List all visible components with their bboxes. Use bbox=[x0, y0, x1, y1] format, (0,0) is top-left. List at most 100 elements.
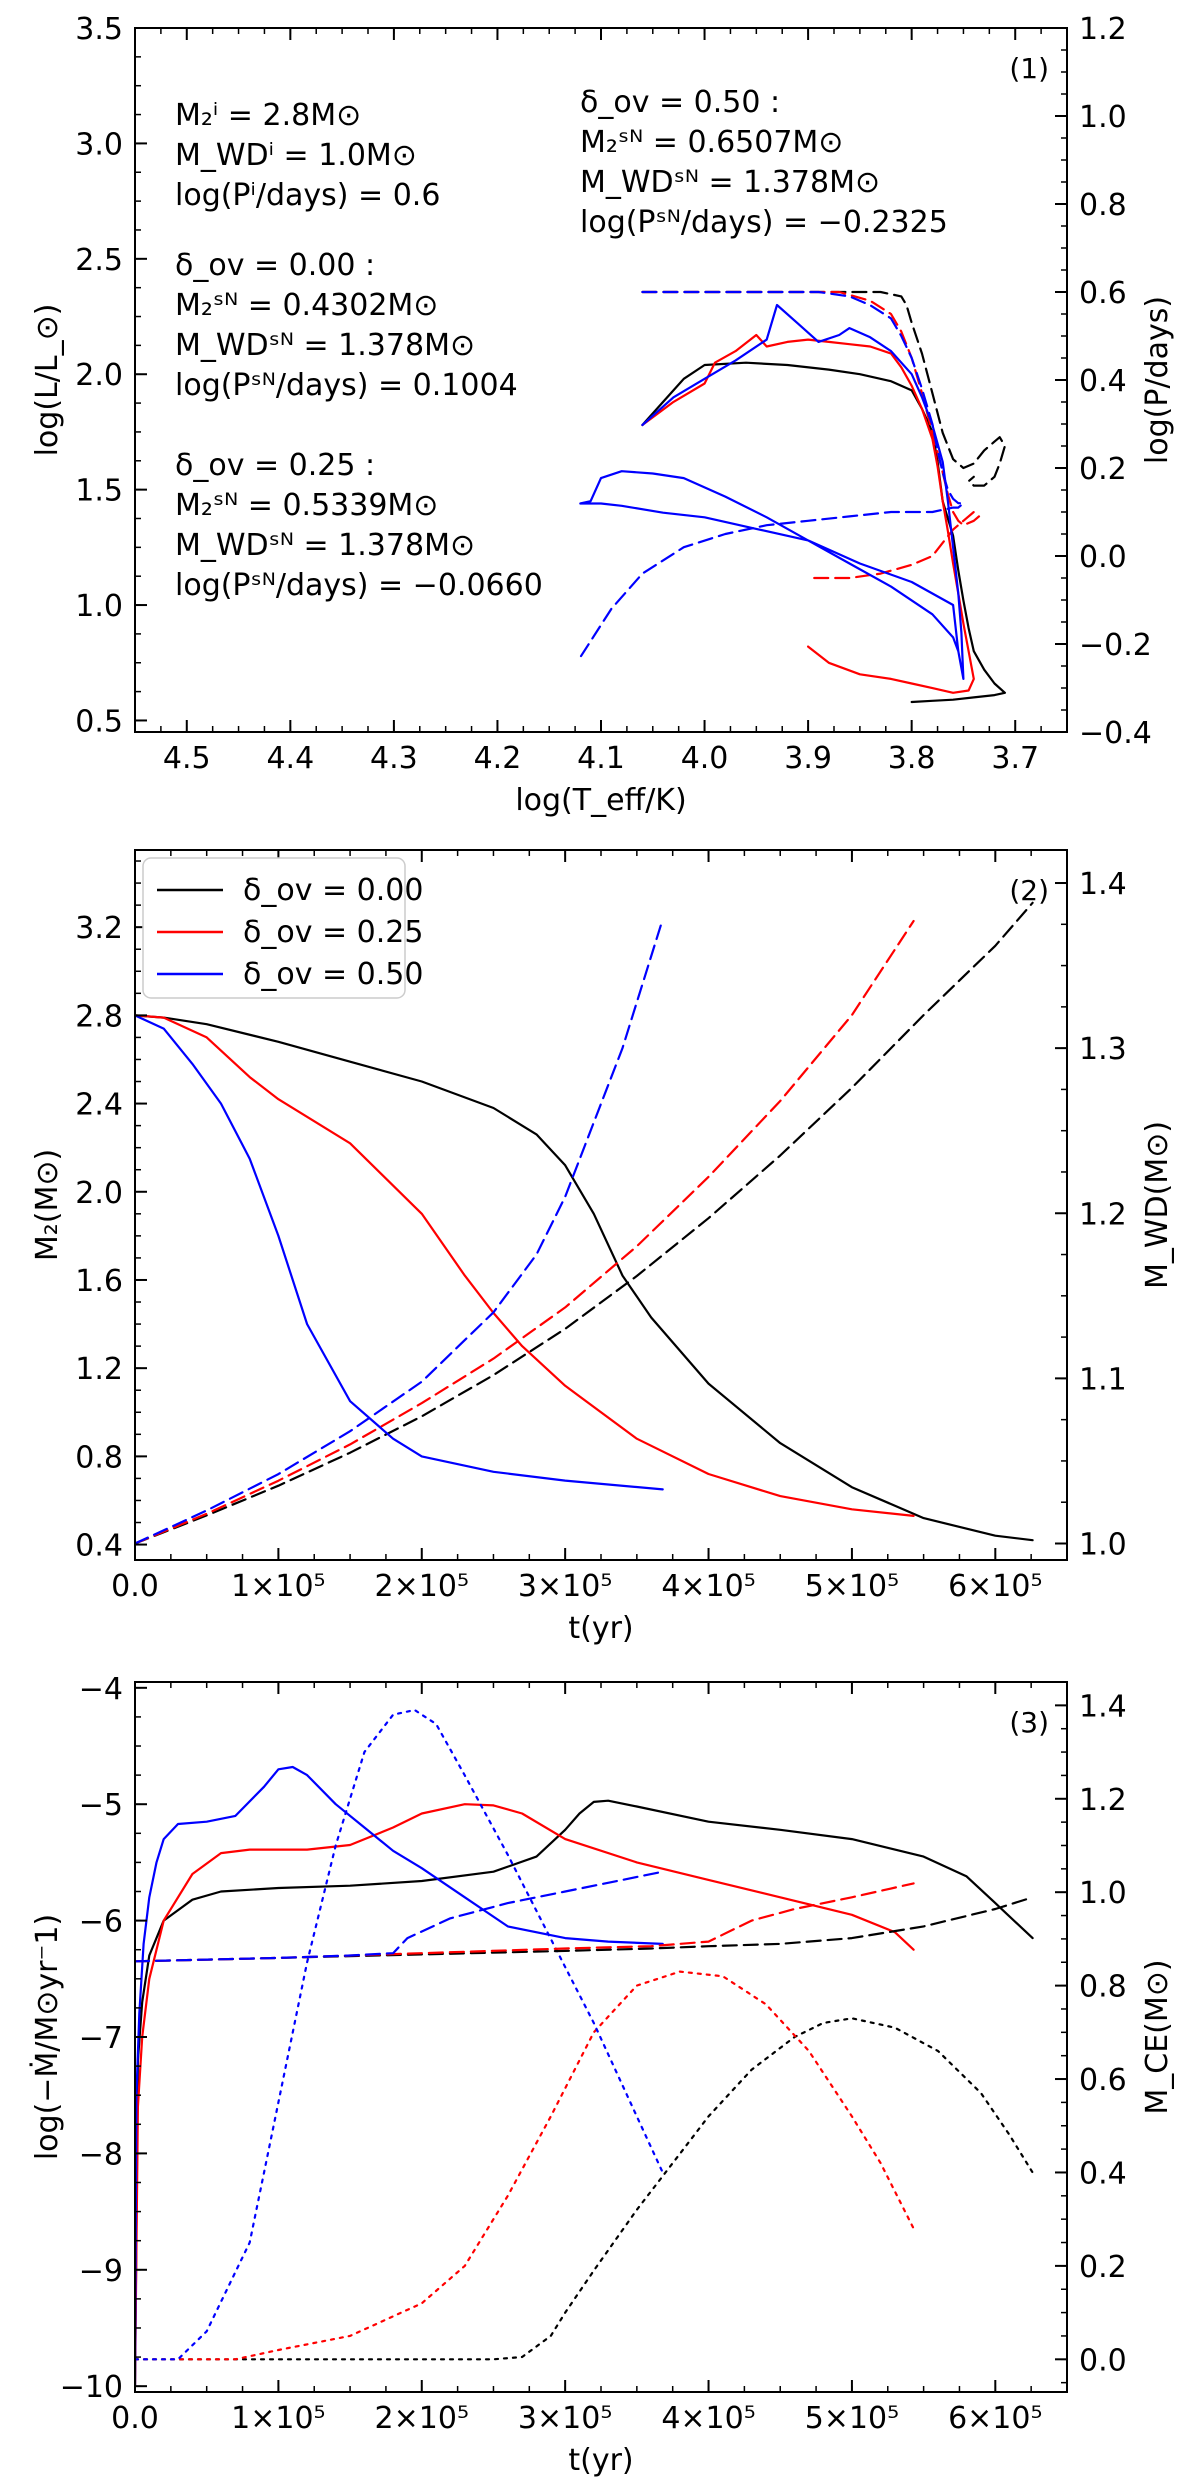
y2-tick-label: 1.0 bbox=[1079, 1527, 1127, 1562]
y2-tick-label: 0.0 bbox=[1079, 540, 1127, 575]
y2-tick-label: 1.0 bbox=[1079, 1876, 1127, 1911]
y-tick-label: 1.2 bbox=[75, 1352, 123, 1387]
y2-tick-label: 0.2 bbox=[1079, 452, 1127, 487]
annotation-ov050: δ_ov = 0.50 : bbox=[580, 85, 780, 120]
y2-tick-label: 1.4 bbox=[1079, 1689, 1127, 1724]
x-tick-label: 4×10⁵ bbox=[661, 1569, 755, 1604]
panel2: 0.0 1×10⁵ 2×10⁵ 3×10⁵ 4×10⁵ 5×10⁵ 6×10⁵ 0.4 0.8 1… bbox=[30, 849, 1175, 1646]
y2-tick-label: 0.6 bbox=[1079, 2063, 1127, 2098]
y-tick-label: 1.5 bbox=[75, 474, 123, 509]
y2-tick-label: 0.8 bbox=[1079, 1970, 1127, 2005]
x-tick-label: 2×10⁵ bbox=[375, 2401, 469, 2436]
annotations: M₂ⁱ = 2.8M⊙ M_WDⁱ = 1.0M⊙ log(Pⁱ/days) = 0… bbox=[175, 85, 948, 603]
y2-tick-label: −0.4 bbox=[1079, 716, 1152, 751]
x-tick-label: 1×10⁵ bbox=[231, 2401, 325, 2436]
x-tick-label: 5×10⁵ bbox=[805, 2401, 899, 2436]
y2-tick-label: 1.2 bbox=[1079, 1197, 1127, 1232]
y2-tick-label: 1.0 bbox=[1079, 100, 1127, 135]
series-line-3 bbox=[135, 919, 915, 1545]
x-tick-label: 2×10⁵ bbox=[375, 1569, 469, 1604]
panel3: 0.0 1×10⁵ 2×10⁵ 3×10⁵ 4×10⁵ 5×10⁵ 6×10⁵ −10 −9 −8… bbox=[29, 1672, 1175, 2478]
x-axis-label: log(T_eff/K) bbox=[515, 783, 686, 818]
series-line-5 bbox=[135, 1708, 664, 2361]
y2-tick-label: 1.2 bbox=[1079, 12, 1127, 47]
panel-label: (3) bbox=[1009, 1706, 1049, 1739]
y2-tick-label: 0.4 bbox=[1079, 2156, 1127, 2191]
annotation-ov000: M_WDˢᴺ = 1.378M⊙ bbox=[175, 328, 475, 363]
annotation-ov000: M₂ˢᴺ = 0.4302M⊙ bbox=[175, 288, 438, 323]
y2-tick-label: 0.0 bbox=[1079, 2343, 1127, 2378]
y-tick-label: 2.0 bbox=[75, 358, 123, 393]
y-tick-label: −8 bbox=[79, 2137, 123, 2172]
y-tick-label: 3.2 bbox=[75, 911, 123, 946]
x-tick-label: 4.1 bbox=[577, 741, 625, 776]
annotation-ov025: log(Pˢᴺ/days) = −0.0660 bbox=[175, 568, 543, 603]
y2-axis-label: log(P/days) bbox=[1140, 296, 1175, 464]
series-line-3 bbox=[641, 290, 981, 580]
x-tick-label: 3.9 bbox=[784, 741, 832, 776]
series-line-0 bbox=[135, 1014, 1034, 1542]
annotation-ov050: log(Pˢᴺ/days) = −0.2325 bbox=[580, 205, 948, 240]
x-tick-label: 4.3 bbox=[370, 741, 418, 776]
panel-label: (2) bbox=[1009, 874, 1049, 907]
panel-label: (1) bbox=[1009, 52, 1049, 85]
series-line-4 bbox=[135, 1765, 664, 2388]
series-line-2 bbox=[135, 1014, 915, 1517]
y-tick-label: −5 bbox=[79, 1788, 123, 1823]
y-tick-label: 2.8 bbox=[75, 999, 123, 1034]
series-line-7 bbox=[135, 1882, 915, 1963]
annotation-ov050: M_WDˢᴺ = 1.378M⊙ bbox=[580, 165, 880, 200]
x-tick-label: 4.4 bbox=[266, 741, 314, 776]
series-line-2 bbox=[135, 1803, 915, 2388]
x-tick-label: 3.7 bbox=[991, 741, 1039, 776]
series-line-1 bbox=[135, 2017, 1034, 2361]
annotation-initial: log(Pⁱ/days) = 0.6 bbox=[175, 178, 440, 213]
x-tick-label: 6×10⁵ bbox=[948, 1569, 1042, 1604]
x-tick-label: 5×10⁵ bbox=[805, 1569, 899, 1604]
y2-tick-label: 1.1 bbox=[1079, 1362, 1127, 1397]
series-line-6 bbox=[135, 1896, 1034, 1963]
panel1: 4.5 4.4 4.3 4.2 4.1 4.0 3.9 3.8 3.7 0.5 1.0 1.5 2.0 2… bbox=[30, 12, 1175, 818]
y2-tick-label: 0.4 bbox=[1079, 364, 1127, 399]
x-tick-label: 4×10⁵ bbox=[661, 2401, 755, 2436]
x-tick-label: 1×10⁵ bbox=[231, 1569, 325, 1604]
annotation-ov000: log(Pˢᴺ/days) = 0.1004 bbox=[175, 368, 518, 403]
series-group bbox=[135, 1708, 1034, 2388]
y-tick-label: −4 bbox=[79, 1672, 123, 1707]
legend-label: δ_ov = 0.00 bbox=[243, 873, 423, 908]
x-axis-label: t(yr) bbox=[568, 1611, 633, 1646]
y-tick-label: −10 bbox=[60, 2370, 123, 2405]
legend-box bbox=[142, 857, 406, 999]
legend-label: δ_ov = 0.50 bbox=[243, 957, 423, 992]
legend-label: δ_ov = 0.25 bbox=[243, 915, 423, 950]
series-line-1 bbox=[135, 901, 1034, 1545]
x-tick-label: 4.2 bbox=[474, 741, 522, 776]
y-tick-label: 2.0 bbox=[75, 1176, 123, 1211]
series-line-5 bbox=[579, 290, 965, 659]
legend: δ_ov = 0.00 δ_ov = 0.25 δ_ov = 0.50 bbox=[142, 857, 423, 999]
y2-tick-label: −0.2 bbox=[1079, 628, 1152, 663]
y-axis-label: log(−Ṁ/M⊙yr⁻1) bbox=[29, 1914, 65, 2160]
x-tick-label: 3×10⁵ bbox=[518, 1569, 612, 1604]
series-line-8 bbox=[135, 1870, 664, 1963]
ticks: 4.5 4.4 4.3 4.2 4.1 4.0 3.9 3.8 3.7 0.5 1.0 1.5 2.0 2… bbox=[75, 12, 1152, 776]
annotation-ov050: M₂ˢᴺ = 0.6507M⊙ bbox=[580, 125, 843, 160]
y2-tick-label: 1.3 bbox=[1079, 1032, 1127, 1067]
y2-tick-label: 0.8 bbox=[1079, 188, 1127, 223]
y-tick-label: −6 bbox=[79, 1905, 123, 1940]
y-tick-label: 1.6 bbox=[75, 1264, 123, 1299]
annotation-initial: M₂ⁱ = 2.8M⊙ bbox=[175, 98, 361, 133]
y-tick-label: 2.4 bbox=[75, 1088, 123, 1123]
y-tick-label: 0.4 bbox=[75, 1529, 123, 1564]
series-line-3 bbox=[135, 1970, 915, 2361]
x-tick-label: 0.0 bbox=[111, 1569, 159, 1604]
y-axis-label: log(L/L_⊙) bbox=[30, 304, 65, 457]
x-tick-label: 4.0 bbox=[681, 741, 729, 776]
y-tick-label: −7 bbox=[79, 2021, 123, 2056]
series-line-5 bbox=[135, 918, 664, 1545]
annotation-initial: M_WDⁱ = 1.0M⊙ bbox=[175, 138, 417, 173]
x-tick-label: 6×10⁵ bbox=[948, 2401, 1042, 2436]
series-line-2 bbox=[641, 333, 975, 694]
series-group bbox=[135, 901, 1034, 1545]
